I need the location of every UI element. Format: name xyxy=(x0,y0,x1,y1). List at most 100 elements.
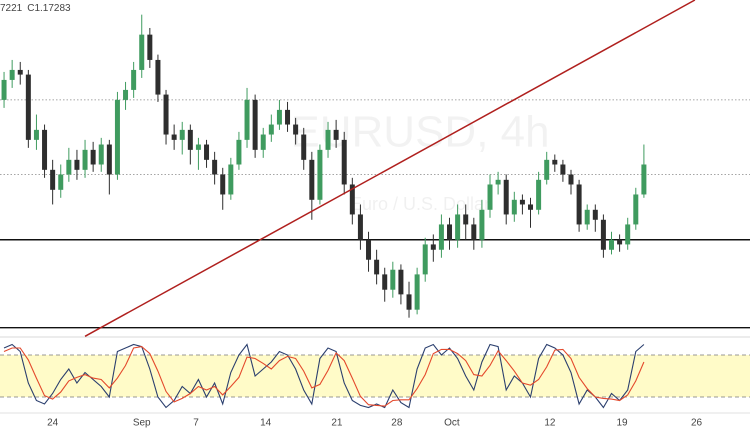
candle-body xyxy=(349,184,355,215)
ohlc-fragment: 7221 xyxy=(0,3,23,14)
candle-body xyxy=(528,204,534,210)
candle-body xyxy=(317,149,323,200)
candle-body xyxy=(131,69,137,90)
candle-body xyxy=(576,184,582,225)
x-tick-label: 19 xyxy=(616,418,628,429)
candle-body xyxy=(276,109,282,125)
candle-body xyxy=(463,214,469,225)
candle-body xyxy=(479,209,485,240)
candle-body xyxy=(187,129,193,150)
stoch-line xyxy=(3,343,645,409)
candle-body xyxy=(33,129,39,140)
close-label: C1.17283 xyxy=(27,3,71,14)
candle-body xyxy=(333,129,339,140)
candle-body xyxy=(625,224,631,245)
candle-body xyxy=(584,209,590,225)
candle-body xyxy=(406,294,412,310)
x-tick-label: Sep xyxy=(133,418,151,429)
watermark-subtitle: Euro / U.S. Dollar xyxy=(350,194,490,214)
candle-body xyxy=(260,134,266,150)
candle-body xyxy=(98,144,104,165)
x-tick-label: 28 xyxy=(391,418,403,429)
candle-body xyxy=(1,79,7,100)
candle-body xyxy=(447,224,453,240)
candle-body xyxy=(90,149,96,165)
candle-body xyxy=(341,139,347,185)
x-tick-label: 24 xyxy=(47,418,59,429)
x-tick-label: 7 xyxy=(193,418,199,429)
candle-body xyxy=(66,159,72,175)
candle-body xyxy=(511,199,517,215)
candle-body xyxy=(301,134,307,160)
candle-body xyxy=(236,139,242,165)
candle-body xyxy=(382,274,388,290)
x-tick-label: 14 xyxy=(260,418,272,429)
candle-body xyxy=(293,124,299,135)
candle-body xyxy=(357,214,363,240)
candle-body xyxy=(633,194,639,225)
band xyxy=(0,355,750,397)
candle-body xyxy=(600,219,606,250)
candle-body xyxy=(592,209,598,220)
candle-body xyxy=(139,34,145,70)
candle-body xyxy=(430,244,436,250)
candle-body xyxy=(471,224,477,240)
x-tick-label: 12 xyxy=(544,418,556,429)
candle-body xyxy=(268,124,274,135)
candle-body xyxy=(17,69,23,75)
candle-body xyxy=(285,109,291,125)
candle-body xyxy=(560,164,566,175)
candle-body xyxy=(544,159,550,180)
candle-body xyxy=(220,174,226,195)
candle-body xyxy=(374,259,380,275)
candle-body xyxy=(114,99,120,175)
candle-body xyxy=(252,99,258,150)
candle-body xyxy=(195,144,201,150)
candle-body xyxy=(422,244,428,275)
candle-body xyxy=(74,159,80,170)
candle-body xyxy=(414,274,420,310)
candle-body xyxy=(390,269,396,290)
x-tick-label: 26 xyxy=(691,418,703,429)
candle-body xyxy=(25,74,31,140)
watermark: EURUSD, 4h xyxy=(290,108,549,157)
legend-text: 7221 C1.17283 xyxy=(0,3,71,14)
candle-body xyxy=(536,179,542,210)
candle-body xyxy=(568,174,574,185)
candle-body xyxy=(58,174,64,190)
candle-body xyxy=(438,224,444,250)
candle-body xyxy=(50,169,56,190)
candle-body xyxy=(179,129,185,140)
candle-body xyxy=(519,199,525,205)
candle-body xyxy=(123,89,129,100)
candle-body xyxy=(163,94,169,135)
candle-body xyxy=(204,144,210,160)
candle-body xyxy=(609,239,615,250)
candle-body xyxy=(552,159,558,165)
candle-body xyxy=(641,164,647,195)
candle-body xyxy=(171,134,177,140)
candle-body xyxy=(617,239,623,245)
candle-body xyxy=(366,239,372,260)
candle-body xyxy=(42,129,48,170)
candle-body xyxy=(503,179,509,215)
candle-body xyxy=(212,159,218,175)
candle-body xyxy=(9,69,15,80)
candle-body xyxy=(325,129,331,150)
candle-body xyxy=(244,99,250,140)
candle-body xyxy=(147,34,153,60)
candle-body xyxy=(398,269,404,295)
stoch-line xyxy=(3,346,645,407)
x-tick-label: 21 xyxy=(331,418,343,429)
candle-body xyxy=(106,144,112,175)
candle-body xyxy=(309,159,315,200)
candle-body xyxy=(487,184,493,210)
candle-body xyxy=(155,59,161,95)
candle-body xyxy=(455,214,461,240)
candle-body xyxy=(495,179,501,185)
trendline xyxy=(84,0,696,337)
candle-body xyxy=(228,164,234,195)
x-tick-label: Oct xyxy=(444,418,460,429)
